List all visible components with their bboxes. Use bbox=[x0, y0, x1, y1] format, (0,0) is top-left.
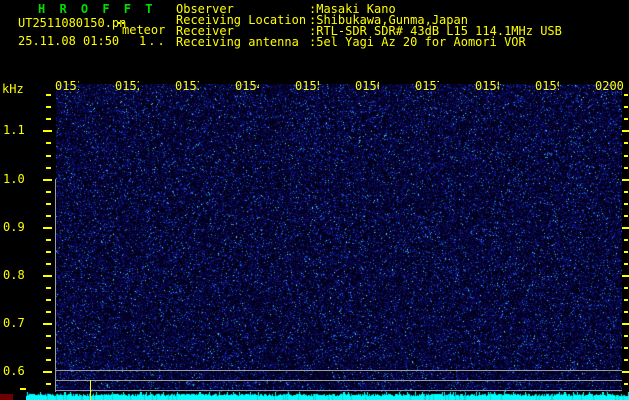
major-tick-right bbox=[622, 371, 629, 373]
status-corner-patch bbox=[0, 394, 13, 400]
y-axis-label: 1.0 bbox=[3, 172, 25, 186]
mode-label: meteor bbox=[122, 23, 166, 37]
minor-tick-left bbox=[46, 263, 51, 265]
major-tick-right bbox=[622, 179, 629, 181]
minor-tick-right bbox=[624, 106, 628, 108]
minor-tick-left bbox=[46, 383, 51, 385]
minor-tick-right bbox=[624, 167, 628, 169]
minor-tick-left bbox=[46, 299, 51, 301]
major-tick-right bbox=[622, 227, 629, 229]
minor-tick-right bbox=[624, 299, 628, 301]
field-label-receiver: Receiver bbox=[176, 24, 234, 38]
minor-tick-right bbox=[624, 215, 628, 217]
x-axis-time-label: 0200 bbox=[595, 80, 624, 93]
major-tick-right bbox=[622, 130, 629, 132]
major-tick-right bbox=[622, 323, 629, 325]
datetime-label: 25.11.08 01:50 bbox=[18, 34, 120, 48]
field-value-antenna: :5el Yagi Az 20 for Aomori VOR bbox=[309, 35, 526, 49]
filename-g-remnant bbox=[118, 22, 120, 24]
minor-tick-left bbox=[46, 142, 51, 144]
minor-tick-right bbox=[624, 142, 628, 144]
major-tick-left bbox=[43, 371, 52, 373]
field-value-location: :Shibukawa,Gunma,Japan bbox=[309, 13, 468, 27]
minor-tick-left bbox=[46, 167, 51, 169]
minor-tick-right bbox=[624, 311, 628, 313]
filename-label: UT2511080150.pn bbox=[18, 16, 127, 30]
field-label-observer: Observer bbox=[176, 2, 234, 16]
app-title: H R O F F T bbox=[38, 2, 156, 16]
minor-tick-left bbox=[46, 191, 51, 193]
minor-tick-left bbox=[46, 94, 51, 96]
reference-line bbox=[56, 390, 622, 391]
subband-left-border-line bbox=[55, 179, 56, 392]
x-axis-time-label: 0152 bbox=[115, 80, 139, 93]
signal-level-band bbox=[26, 392, 629, 400]
x-axis-time-label: 0151 bbox=[55, 80, 79, 93]
minor-tick-right bbox=[624, 203, 628, 205]
minor-tick-left bbox=[46, 239, 51, 241]
minor-tick-right bbox=[624, 335, 628, 337]
x-axis-time-label: 0154 bbox=[235, 80, 259, 93]
x-axis-time-label: 0153 bbox=[175, 80, 199, 93]
x-axis-time-label: 0159 bbox=[535, 80, 559, 93]
minor-tick-right bbox=[624, 155, 628, 157]
major-tick-left bbox=[43, 323, 52, 325]
field-value-receiver: :RTL-SDR SDR# 43dB L15 114.1MHz USB bbox=[309, 24, 562, 38]
minor-tick-left bbox=[46, 287, 51, 289]
x-axis-time-label: 0156 bbox=[355, 80, 379, 93]
major-tick-left bbox=[43, 227, 52, 229]
spectrogram-canvas bbox=[56, 84, 622, 392]
reference-line bbox=[56, 370, 622, 371]
x-axis-time-label: 0158 bbox=[475, 80, 499, 93]
major-tick-left bbox=[43, 275, 52, 277]
y-axis-label: 1.1 bbox=[3, 123, 25, 137]
minor-tick-left bbox=[46, 106, 51, 108]
field-label-location: Receiving Location bbox=[176, 13, 307, 27]
minor-tick-right bbox=[624, 191, 628, 193]
minor-tick-right bbox=[624, 347, 628, 349]
minor-tick-left bbox=[46, 251, 51, 253]
minor-tick-right bbox=[624, 359, 628, 361]
field-value-observer: :Masaki Kano bbox=[309, 2, 396, 16]
minor-tick-right bbox=[624, 239, 628, 241]
minor-tick-right bbox=[624, 287, 628, 289]
reference-line bbox=[56, 380, 622, 381]
minor-tick-left bbox=[46, 215, 51, 217]
minor-tick-left bbox=[46, 155, 51, 157]
minor-tick-left bbox=[46, 311, 51, 313]
y-axis-unit-label: kHz bbox=[2, 82, 24, 96]
major-tick-left bbox=[43, 179, 52, 181]
major-tick-right bbox=[622, 275, 629, 277]
minor-tick-left bbox=[46, 335, 51, 337]
y-axis-label: 0.6 bbox=[3, 364, 25, 378]
minor-tick-left bbox=[46, 347, 51, 349]
y-axis-label: 0.9 bbox=[3, 220, 25, 234]
minor-tick-right bbox=[624, 118, 628, 120]
minor-tick-right bbox=[624, 383, 628, 385]
y-axis-label: 0.7 bbox=[3, 316, 25, 330]
minor-tick-right bbox=[624, 263, 628, 265]
counter-label: 1.. bbox=[139, 34, 167, 48]
field-label-antenna: Receiving antenna bbox=[176, 35, 299, 49]
minor-tick-left bbox=[46, 359, 51, 361]
major-tick-left bbox=[43, 130, 52, 132]
y-axis-label: 0.8 bbox=[3, 268, 25, 282]
minor-tick-left bbox=[46, 203, 51, 205]
minor-tick-left bbox=[46, 118, 51, 120]
minor-tick-right bbox=[624, 94, 628, 96]
x-axis-time-label: 0155 bbox=[295, 80, 319, 93]
minor-tick-right bbox=[624, 251, 628, 253]
x-axis-time-label: 0157 bbox=[415, 80, 439, 93]
level-scale-dash bbox=[20, 388, 26, 390]
minute-marker-line bbox=[90, 380, 91, 400]
